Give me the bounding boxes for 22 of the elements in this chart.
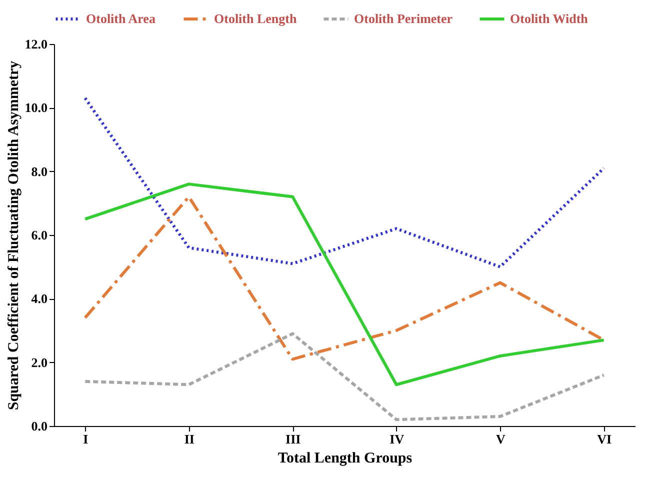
y-tick-label: 12.0 [24, 36, 48, 52]
y-tick-label: 4.0 [31, 291, 48, 306]
legend-label: Otolith Width [510, 11, 589, 26]
x-tick-label: IV [390, 432, 405, 446]
y-tick-label: 8.0 [31, 164, 48, 179]
x-tick-label: VI [597, 432, 612, 446]
line-series [84, 332, 606, 422]
y-tick-label: 6.0 [31, 228, 48, 242]
line-series [84, 182, 606, 386]
line-series [84, 96, 606, 268]
y-tick-label: 0.0 [31, 418, 48, 434]
y-tick-label: 10.0 [24, 100, 48, 116]
x-tick-label: V [496, 432, 506, 446]
legend-label: Otolith Perimeter [354, 11, 453, 26]
legend-label: Otolith Area [86, 11, 156, 26]
legend-label: Otolith Length [214, 11, 298, 26]
x-tick-label: III [286, 432, 301, 446]
x-tick-label: I [83, 432, 88, 446]
y-axis-title: Squared Coefficient of Fluctuating Otolith Asymmetry [6, 60, 22, 410]
x-tick-label: II [184, 432, 194, 446]
y-tick-label: 2.0 [31, 354, 48, 370]
x-axis-title: Total Length Groups [278, 450, 412, 466]
